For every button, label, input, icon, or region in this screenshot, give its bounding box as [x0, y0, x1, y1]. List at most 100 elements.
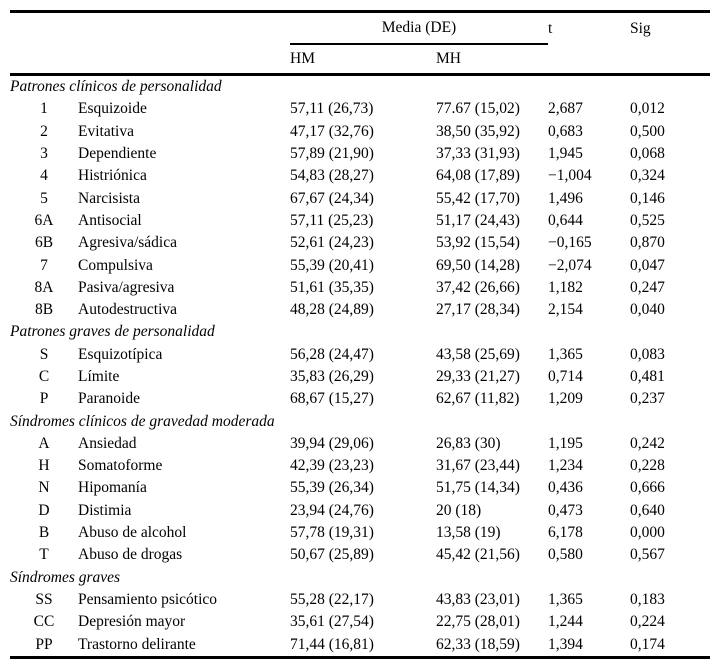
table-row: 5 Narcisista 67,67 (24,34) 55,42 (17,70) 1,4…: [10, 187, 710, 209]
cell-code: H: [38, 457, 50, 475]
cell-label: Trastorno delirante: [78, 635, 196, 653]
cell-code: PP: [35, 635, 53, 653]
cell-mh: 37,33 (31,93): [436, 145, 520, 163]
table-row: 8A Pasiva/agresiva 51,61 (35,35) 37,42 (26,…: [10, 277, 710, 299]
cell-code: P: [39, 390, 49, 408]
cell-code: C: [38, 368, 50, 385]
section-row: Patrones graves de personalidad: [10, 321, 710, 343]
cell-sig: 0,567: [630, 546, 665, 564]
cell-t: 1,209: [548, 390, 583, 408]
cell-t: −0,165: [548, 234, 592, 252]
cell-hm: 52,61 (24,23): [290, 234, 374, 252]
table-row: 6A Antisocial 57,11 (25,23) 51,17 (24,43) 0,…: [10, 210, 710, 232]
table-row: 7 Compulsiva 55,39 (20,41) 69,50 (14,28) −2,…: [10, 254, 710, 276]
cell-hm: 57,11 (25,23): [290, 211, 374, 229]
cell-t: 1,182: [548, 278, 583, 296]
cell-mh: 26,83 (30): [436, 434, 501, 452]
cell-mh: 29,33 (21,27): [436, 368, 520, 385]
cell-sig: 0,481: [630, 368, 665, 385]
header-hm: HM: [290, 44, 436, 76]
table-row: 2 Evitativa 47,17 (32,76) 38,50 (35,92) 0,68…: [10, 121, 710, 143]
cell-t: 0,644: [548, 211, 583, 229]
cell-label: Hipomanía: [78, 479, 147, 497]
cell-sig: 0,500: [630, 122, 665, 140]
cell-sig: 0,228: [630, 457, 665, 475]
cell-hm: 56,28 (24,47): [290, 345, 374, 363]
cell-hm: 39,94 (29,06): [290, 434, 374, 452]
cell-mh: 27,17 (28,34): [436, 301, 520, 319]
cell-t: 1,195: [548, 434, 583, 452]
cell-t: 0,714: [548, 368, 583, 385]
table-row: 4 Histriónica 54,83 (28,27) 64,08 (17,89) −1…: [10, 165, 710, 187]
cell-mh: 43,83 (23,01): [436, 590, 520, 608]
cell-label: Somatoforme: [78, 457, 163, 475]
cell-label: Límite: [78, 368, 120, 385]
table-row: C Límite 35,83 (26,29) 29,33 (21,27) 0,714 0,…: [10, 366, 710, 388]
cell-sig: 0,237: [630, 390, 665, 408]
cell-label: Histriónica: [78, 167, 147, 185]
table-row: A Ansiedad 39,94 (29,06) 26,83 (30) 1,195 0,2…: [10, 433, 710, 455]
table-row: P Paranoide 68,67 (15,27) 62,67 (11,82) 1,20…: [10, 388, 710, 410]
cell-code: 3: [40, 145, 48, 163]
table-row: 6B Agresiva/sádica 52,61 (24,23) 53,92 (15,…: [10, 232, 710, 254]
cell-label: Compulsiva: [78, 256, 153, 274]
cell-label: Dependiente: [78, 145, 157, 163]
cell-mh: 38,50 (35,92): [436, 122, 520, 140]
table-row: B Abuso de alcohol 57,78 (19,31) 13,58 (19)…: [10, 522, 710, 544]
cell-sig: 0,324: [630, 167, 665, 185]
header-spacer: [630, 44, 710, 76]
section-row: Patrones clínicos de personalidad: [10, 75, 710, 99]
cell-hm: 68,67 (15,27): [290, 390, 374, 408]
cell-mh: 43,58 (25,69): [436, 345, 520, 363]
cell-label: Esquizotípica: [78, 345, 163, 363]
cell-code: B: [38, 524, 50, 542]
cell-t: 1,365: [548, 590, 583, 608]
cell-hm: 35,83 (26,29): [290, 368, 374, 385]
cell-hm: 42,39 (23,23): [290, 457, 374, 475]
cell-sig: 0,012: [630, 100, 665, 118]
cell-sig: 0,870: [630, 234, 665, 252]
section-title: Patrones graves de personalidad: [10, 323, 215, 341]
cell-label: Paranoide: [78, 390, 140, 408]
cell-sig: 0,068: [630, 145, 665, 163]
cell-label: Antisocial: [78, 211, 142, 229]
cell-code: T: [39, 546, 49, 564]
results-table: Media (DE) t Sig HM MH Patrones clínicos…: [10, 10, 710, 659]
cell-sig: 0,666: [630, 479, 665, 497]
cell-label: Autodestructiva: [78, 301, 178, 319]
cell-mh: 77.67 (15,02): [436, 100, 520, 118]
table-row: 8B Autodestructiva 48,28 (24,89) 27,17 (28,…: [10, 299, 710, 321]
section-title: Síndromes clínicos de gravedad moderada: [10, 412, 275, 430]
cell-label: Esquizoide: [78, 100, 147, 118]
cell-mh: 69,50 (14,28): [436, 256, 520, 274]
cell-code: CC: [33, 613, 55, 631]
cell-hm: 57,11 (26,73): [290, 100, 374, 118]
cell-sig: 0,174: [630, 635, 665, 653]
cell-label: Abuso de drogas: [78, 546, 183, 564]
table-body: Patrones clínicos de personalidad 1 Esquiz…: [10, 75, 710, 658]
cell-code: 6A: [34, 211, 54, 229]
cell-code: 4: [40, 167, 48, 185]
cell-sig: 0,000: [630, 524, 665, 542]
header-spacer: [548, 44, 630, 76]
cell-t: 0,683: [548, 122, 583, 140]
cell-mh: 64,08 (17,89): [436, 167, 520, 185]
cell-t: 1,496: [548, 189, 583, 207]
cell-mh: 62,33 (18,59): [436, 635, 520, 653]
header-spacer: [10, 44, 290, 76]
cell-t: 0,580: [548, 546, 583, 564]
header-media-de: Media (DE): [290, 11, 548, 45]
cell-hm: 54,83 (28,27): [290, 167, 374, 185]
cell-sig: 0,083: [630, 345, 665, 363]
cell-label: Evitativa: [78, 122, 134, 140]
cell-code: A: [38, 434, 50, 452]
cell-hm: 55,39 (26,34): [290, 479, 374, 497]
cell-sig: 0,224: [630, 613, 665, 631]
cell-mh: 55,42 (17,70): [436, 189, 520, 207]
cell-hm: 50,67 (25,89): [290, 546, 374, 564]
cell-label: Narcisista: [78, 189, 140, 207]
table-row: 3 Dependiente 57,89 (21,90) 37,33 (31,93) 1,…: [10, 143, 710, 165]
cell-hm: 35,61 (27,54): [290, 613, 374, 631]
table-row: S Esquizotípica 56,28 (24,47) 43,58 (25,69)…: [10, 344, 710, 366]
cell-hm: 57,78 (19,31): [290, 524, 374, 542]
